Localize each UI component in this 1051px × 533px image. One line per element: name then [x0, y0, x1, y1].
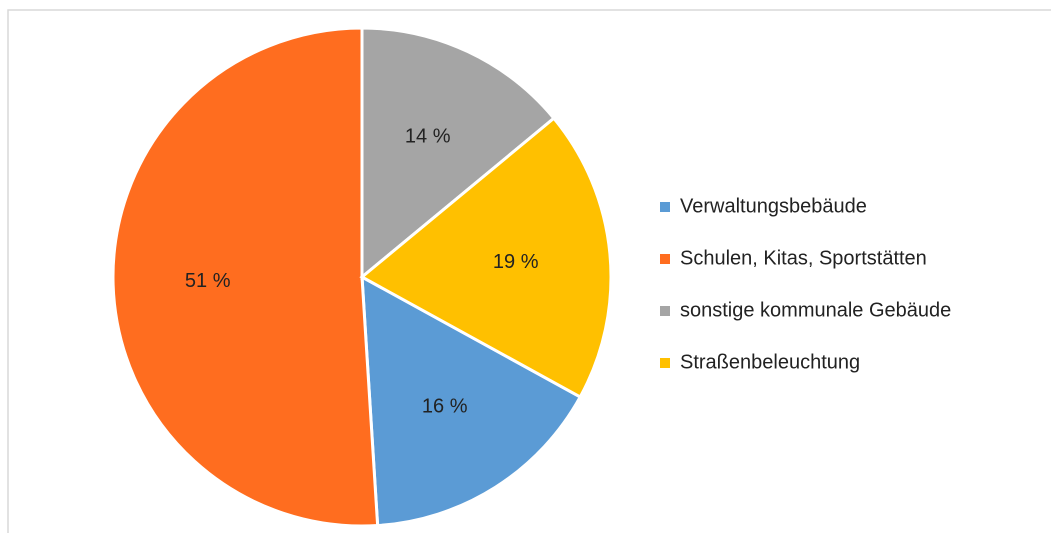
pie-slice — [111, 26, 380, 528]
legend-swatch — [660, 306, 670, 316]
legend-label: sonstige kommunale Gebäude — [680, 299, 951, 321]
pie-slice — [359, 116, 613, 399]
legend-label: Schulen, Kitas, Sportstätten — [680, 247, 927, 269]
legend-label: Verwaltungsbebäude — [680, 195, 867, 217]
legend-swatch — [660, 358, 670, 368]
legend-label: Straßenbeleuchtung — [680, 351, 860, 373]
data-label: 51 % — [185, 270, 231, 292]
chart-frame — [7, 9, 1051, 533]
pie-slice — [360, 274, 583, 528]
data-label: 14 % — [405, 126, 451, 148]
legend-swatch — [660, 254, 670, 264]
data-label: 16 % — [422, 396, 468, 418]
legend-swatch — [660, 202, 670, 212]
pie-slice — [360, 26, 556, 281]
data-label: 19 % — [493, 251, 539, 273]
